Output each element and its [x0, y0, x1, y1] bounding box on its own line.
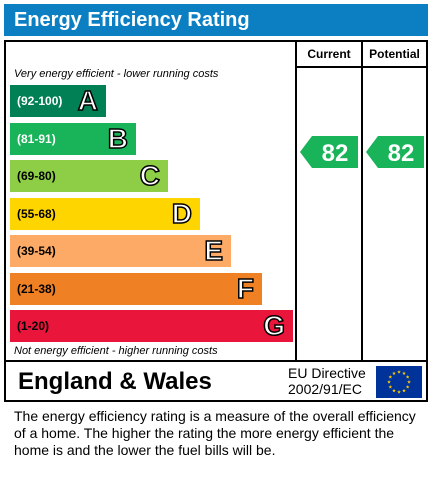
column-divider-current — [295, 42, 297, 360]
current-rating-arrow: 82 — [300, 136, 358, 168]
header-divider — [295, 66, 426, 68]
band-a: (92-100) A — [10, 84, 106, 117]
band-letter-label: D — [171, 197, 193, 230]
band-letter-label: E — [204, 234, 224, 267]
top-note: Very energy efficient - lower running co… — [14, 68, 219, 80]
band-range-label: (39-54) — [17, 244, 56, 258]
directive-line-1: EU Directive — [288, 365, 366, 381]
band-letter-label: A — [77, 84, 99, 117]
eu-star-icon — [405, 375, 410, 379]
band-range-label: (21-38) — [17, 282, 56, 296]
region-label: England & Wales — [18, 368, 212, 395]
eu-directive: EU Directive 2002/91/EC — [288, 365, 366, 397]
band-e: (39-54) E — [10, 234, 231, 267]
band-b: (81-91) B — [10, 122, 136, 155]
bottom-note: Not energy efficient - higher running co… — [14, 345, 218, 357]
potential-rating-value: 82 — [388, 140, 415, 167]
description-text: The energy efficiency rating is a measur… — [14, 408, 416, 458]
eu-star-icon — [388, 375, 393, 379]
potential-rating-arrow: 82 — [366, 136, 424, 168]
eu-flag-icon — [376, 366, 422, 398]
potential-column-header: Potential — [369, 47, 420, 61]
current-rating-shape — [300, 136, 358, 168]
band-letter-label: B — [107, 122, 129, 155]
eu-star-icon — [388, 385, 393, 389]
eu-star-icon — [402, 371, 406, 375]
page-title: Energy Efficiency Rating — [4, 4, 428, 36]
eu-star-icon — [402, 388, 406, 393]
band-f: (21-38) F — [10, 272, 262, 305]
band-range-label: (81-91) — [17, 132, 56, 146]
band-range-label: (92-100) — [17, 94, 63, 108]
eu-star-icon — [397, 370, 401, 374]
current-column-header: Current — [307, 47, 351, 61]
footer: England & Wales EU Directive 2002/91/EC — [4, 362, 428, 402]
band-letter-label: C — [139, 159, 161, 192]
eu-star-icon — [397, 390, 401, 394]
eu-star-icon — [407, 380, 411, 384]
potential-rating-shape — [366, 136, 424, 168]
band-range-label: (69-80) — [17, 169, 56, 183]
band-range-label: (1-20) — [17, 319, 50, 333]
band-range-label: (55-68) — [17, 207, 56, 221]
rating-chart: Current Potential Very energy efficient … — [4, 40, 428, 362]
current-rating-value: 82 — [322, 140, 349, 167]
column-divider-potential — [361, 42, 363, 360]
band-g: (1-20) G — [10, 309, 293, 342]
eu-star-icon — [392, 371, 396, 375]
band-c: (69-80) C — [10, 159, 168, 192]
band-letter-label: F — [236, 272, 255, 305]
eu-star-icon — [405, 385, 410, 389]
band-letter-label: G — [262, 309, 285, 342]
eu-star-icon — [392, 388, 396, 393]
eu-star-icon — [387, 380, 391, 384]
band-d: (55-68) D — [10, 197, 200, 230]
directive-line-2: 2002/91/EC — [288, 381, 362, 397]
